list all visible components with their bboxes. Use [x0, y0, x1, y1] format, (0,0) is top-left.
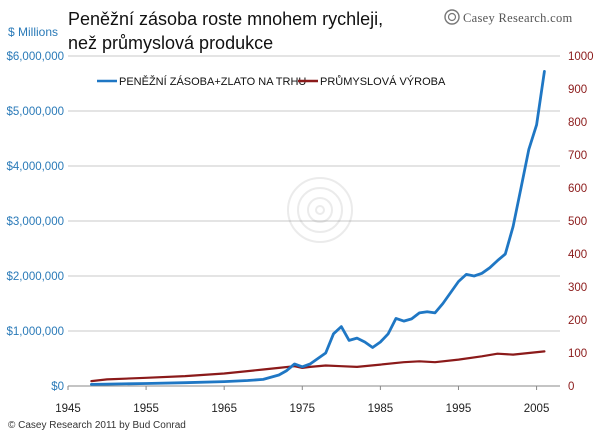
left-tick-label: $4,000,000 — [6, 161, 64, 173]
chart-title-line-2: než průmyslová produkce — [68, 33, 273, 53]
right-tick-label: 600 — [568, 183, 587, 195]
right-tick-label: 700 — [568, 150, 587, 162]
x-tick-label: 1985 — [368, 403, 394, 415]
brand-spiral-icon — [444, 9, 460, 25]
right-tick-label: 500 — [568, 216, 587, 228]
right-tick-label: 800 — [568, 117, 587, 129]
right-tick-label: 400 — [568, 249, 587, 261]
right-tick-label: 200 — [568, 315, 587, 327]
x-tick-label: 1945 — [55, 403, 81, 415]
watermark-spiral-icon — [287, 177, 353, 243]
left-axis-ticks: $0 $1,000,000 $2,000,000 $3,000,000 $4,000,0… — [6, 51, 64, 393]
legend-label-money: PENĚŽNÍ ZÁSOBA+ZLATO NA TRHU — [119, 75, 306, 88]
brand-spiral-inner-icon — [447, 12, 457, 22]
series-layer — [90, 70, 546, 386]
x-axis-ticks: 1945 1955 1965 1975 1985 1995 2005 — [55, 385, 560, 415]
right-tick-label: 300 — [568, 282, 587, 294]
legend: PENĚŽNÍ ZÁSOBA+ZLATO NA TRHU PRŮMYSLOVÁ … — [97, 75, 446, 88]
x-tick-label: 1965 — [211, 403, 237, 415]
left-tick-label: $1,000,000 — [6, 326, 64, 338]
gridlines — [68, 55, 560, 387]
credit-line: © Casey Research 2011 by Bud Conrad — [8, 420, 186, 431]
x-tick-label: 2005 — [524, 403, 550, 415]
brand-name: Casey Research.com — [463, 11, 573, 25]
left-axis-unit-label: $ Millions — [8, 25, 58, 39]
x-tick-label: 1955 — [133, 403, 159, 415]
industrial-production-line — [90, 350, 546, 383]
x-tick-label: 1975 — [289, 403, 315, 415]
left-tick-label: $3,000,000 — [6, 216, 64, 228]
left-tick-label: $0 — [51, 381, 64, 393]
legend-label-industry: PRŮMYSLOVÁ VÝROBA — [320, 75, 446, 88]
left-tick-label: $5,000,000 — [6, 106, 64, 118]
left-tick-label: $6,000,000 — [6, 51, 64, 63]
brand-logo: Casey Research.com — [444, 9, 573, 25]
right-tick-label: 900 — [568, 84, 587, 96]
left-tick-label: $2,000,000 — [6, 271, 64, 283]
right-axis-ticks: 0 100 200 300 400 500 600 700 800 900 1000 — [568, 51, 594, 393]
right-tick-label: 1000 — [568, 51, 594, 63]
x-tick-label: 1995 — [446, 403, 472, 415]
right-tick-label: 0 — [568, 381, 574, 393]
right-tick-label: 100 — [568, 348, 587, 360]
money-supply-line — [90, 70, 546, 386]
chart-title-line-1: Peněžní zásoba roste mnohem rychleji, — [68, 9, 383, 29]
